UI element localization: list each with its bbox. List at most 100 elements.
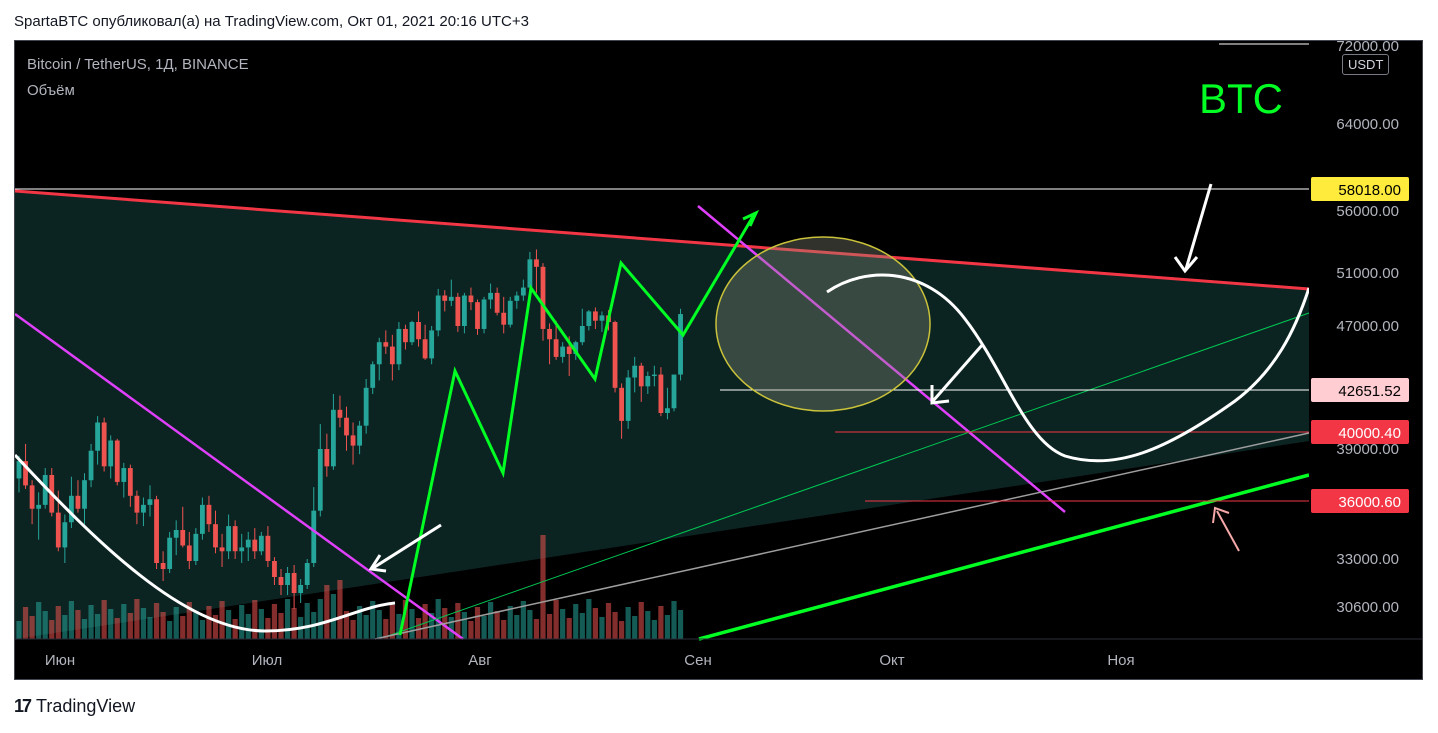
volume-bar (658, 606, 664, 639)
volume-bar (81, 619, 88, 639)
candle-body (127, 468, 133, 496)
candle-body (396, 328, 402, 365)
y-axis-tick-label: 56000.00 (1336, 203, 1399, 220)
btc-annotation: BTC (1199, 75, 1283, 122)
candle-body (193, 533, 199, 561)
volume-bar (239, 605, 245, 639)
volume-bar (632, 616, 638, 639)
price-label-box (1311, 488, 1409, 513)
volume-bar (206, 606, 212, 639)
candle-body (416, 322, 421, 340)
candle-body (160, 563, 166, 569)
candle-body (678, 314, 683, 375)
volume-bar (153, 603, 160, 639)
white-moving-average-curve (15, 453, 396, 633)
triangle-zone (15, 191, 1309, 639)
volume-bar (494, 611, 500, 639)
volume-bar (435, 599, 441, 639)
volume-bar (546, 614, 553, 639)
candle-body (579, 326, 585, 343)
candle-body (462, 295, 467, 326)
candle-body (311, 510, 317, 563)
volume-bar (592, 608, 598, 639)
volume-bar (167, 621, 173, 639)
volume-bar (540, 535, 546, 639)
volume-bar (474, 607, 481, 639)
volume-bar (619, 621, 625, 639)
candle-body (134, 495, 140, 513)
candle-body (258, 535, 264, 552)
candle-body (141, 504, 146, 513)
x-axis-tick-label: Сен (684, 652, 711, 669)
footer: 17 TradingView (14, 696, 135, 717)
volume-bar (520, 601, 526, 639)
candle-body (324, 449, 330, 467)
candle-body (494, 292, 500, 313)
candle-body (337, 409, 343, 418)
volume-bar (49, 620, 55, 639)
candle-body (547, 328, 552, 340)
volume-bar (304, 603, 310, 639)
chart-panel[interactable]: 72000.00 64000.00 56000.00 51000.00 47000.00… (14, 40, 1423, 680)
volume-bar (265, 618, 271, 639)
white-arrow-left (372, 523, 442, 570)
volume-bar (16, 621, 22, 639)
volume-bar (677, 610, 684, 639)
candle-body (389, 346, 395, 365)
volume-bar (36, 602, 42, 639)
candle-body (586, 311, 592, 326)
pink-arrow-up-head (1212, 506, 1230, 524)
white-arrow-top (1184, 183, 1213, 270)
footer-brand: TradingView (36, 696, 136, 716)
candle-body (501, 312, 507, 325)
volume-bar (422, 604, 428, 639)
volume-bar (579, 613, 585, 639)
candle-body (612, 322, 618, 388)
price-label-text: 58018.00 (1338, 182, 1401, 199)
candle-body (403, 328, 408, 343)
tradingview-logo-icon: 17 (14, 696, 32, 716)
volume-bar (357, 606, 363, 639)
publish-header: SpartaBTC опубликовал(а) на TradingView.… (14, 13, 529, 30)
volume-bar (376, 610, 382, 639)
volume-bar (278, 613, 284, 639)
volume-bar (389, 605, 395, 639)
candle-body (671, 374, 677, 409)
candle-body (252, 539, 258, 552)
candle-body (488, 292, 493, 300)
volume-bar (396, 614, 402, 639)
volume-bar (481, 616, 487, 639)
volume-bar (383, 619, 389, 639)
currency-badge[interactable]: USDT (1342, 54, 1390, 75)
volume-bar (101, 600, 107, 639)
volume-bar (625, 607, 631, 639)
volume-bar (180, 616, 186, 639)
candle-body (291, 573, 297, 593)
volume-bar (232, 619, 238, 639)
candle-body (16, 461, 22, 479)
candle-body (632, 365, 638, 378)
price-chart[interactable]: 72000.00 64000.00 56000.00 51000.00 47000.00… (15, 41, 1423, 680)
volume-bar (337, 580, 343, 639)
candle-body (357, 425, 362, 446)
white-arrow-down (931, 343, 985, 402)
candle-body (36, 504, 42, 509)
volume-bar (252, 600, 258, 639)
volume-bar (507, 606, 513, 639)
candle-body (520, 287, 526, 296)
volume-bar (415, 618, 422, 639)
volume-bar (605, 603, 612, 639)
volume-bar (645, 611, 651, 639)
volume-bar (599, 617, 605, 639)
y-axis-tick-label: 47000.00 (1336, 318, 1399, 335)
candle-body (422, 339, 428, 359)
candle-body (317, 449, 323, 511)
volume-bar (363, 615, 369, 639)
candle-body (29, 485, 35, 509)
candle-body (619, 387, 624, 421)
volume-bar (88, 605, 94, 639)
volume-indicator-label: Объём (27, 82, 75, 99)
volume-bar (75, 610, 81, 639)
volume-bar (533, 619, 540, 639)
candle-body (625, 377, 631, 421)
